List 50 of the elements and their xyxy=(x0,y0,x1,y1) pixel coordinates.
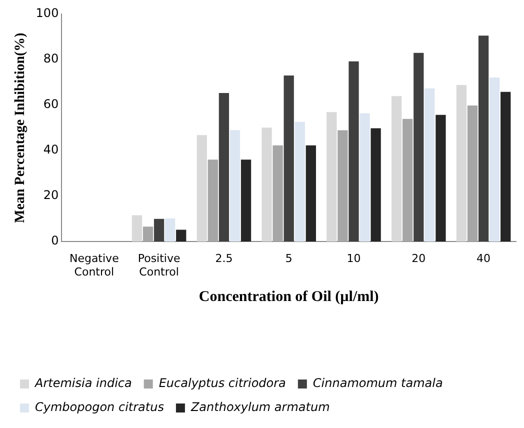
bar xyxy=(348,61,359,242)
x-tick-label: 40 xyxy=(476,252,491,266)
x-tick-label: Negative Control xyxy=(69,252,120,278)
bar xyxy=(230,130,240,242)
legend-label: Zanthoxylum armatum xyxy=(190,400,330,414)
bar xyxy=(478,36,489,242)
bar xyxy=(262,128,272,242)
bar xyxy=(306,145,316,242)
x-axis-title: Concentration of Oil (µl/ml) xyxy=(198,288,379,305)
bar xyxy=(165,218,176,242)
legend-label: Artemisia indica xyxy=(34,376,132,390)
bar xyxy=(240,160,252,242)
y-tick-label: 40 xyxy=(43,142,59,157)
bar xyxy=(132,215,142,242)
legend-label: Cymbopogon citratus xyxy=(35,400,164,414)
y-tick-label: 80 xyxy=(43,52,59,66)
bar xyxy=(142,226,154,242)
x-tick-label: 5 xyxy=(285,252,292,266)
bar xyxy=(360,113,370,242)
y-tick-label: 20 xyxy=(43,188,59,202)
legend-label: Cinnamomum tamala xyxy=(312,376,443,390)
bar xyxy=(467,105,478,242)
bar xyxy=(500,92,511,242)
bar xyxy=(272,145,283,242)
bar xyxy=(154,218,164,242)
bar xyxy=(284,75,294,242)
bar xyxy=(490,78,500,242)
bar xyxy=(370,128,381,242)
bar xyxy=(456,85,467,242)
bar xyxy=(414,52,424,242)
bar xyxy=(326,112,337,242)
bar xyxy=(294,122,305,242)
legend-label: Eucalyptus citriodora xyxy=(158,376,286,390)
bar xyxy=(196,135,207,242)
bar xyxy=(338,130,348,242)
bar xyxy=(176,230,186,242)
bar xyxy=(436,114,446,242)
bar xyxy=(218,92,230,242)
x-tick-label: 10 xyxy=(346,252,361,266)
y-tick-label: 100 xyxy=(36,6,59,20)
bar xyxy=(392,96,402,242)
y-tick-label: 60 xyxy=(43,97,59,112)
bar xyxy=(402,118,413,242)
y-axis-title: Mean Percentage Inhibition(%) xyxy=(13,32,28,223)
x-tick-label: 2.5 xyxy=(215,252,233,266)
x-tick-label: 20 xyxy=(412,252,426,266)
bar xyxy=(424,88,435,242)
x-tick-label: Positive Control xyxy=(138,252,180,278)
bar xyxy=(208,160,218,242)
y-tick-label: 0 xyxy=(51,234,59,248)
